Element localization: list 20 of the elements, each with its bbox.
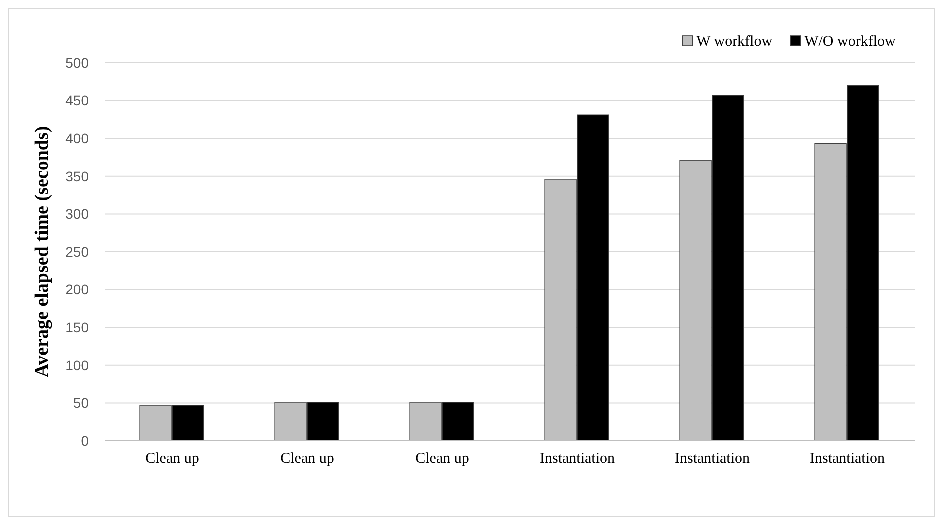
- x-tick-label: Instantiation: [540, 451, 616, 467]
- y-tick-label: 450: [66, 92, 90, 109]
- y-tick-label: 350: [66, 168, 90, 184]
- legend-label: W/O workflow: [804, 34, 896, 50]
- y-tick-label: 50: [73, 395, 90, 412]
- x-tick-label: Clean up: [146, 451, 200, 467]
- x-tick-label: Clean up: [416, 451, 470, 467]
- y-tick-label: 100: [66, 357, 90, 374]
- y-axis-title: Average elapsed time (seconds): [32, 126, 53, 378]
- y-tick-label: 300: [66, 206, 90, 222]
- y-tick-label: 0: [81, 432, 90, 449]
- y-tick-label: 250: [66, 244, 90, 260]
- y-tick-label: 200: [66, 282, 90, 298]
- x-tick-label: Instantiation: [810, 451, 886, 467]
- legend-label: W workflow: [696, 34, 773, 50]
- y-tick-label: 150: [66, 320, 90, 336]
- y-tick-label: 400: [66, 130, 90, 146]
- x-tick-label: Clean up: [280, 451, 334, 467]
- x-tick-label: Instantiation: [675, 451, 750, 467]
- y-tick-label: 500: [66, 54, 90, 71]
